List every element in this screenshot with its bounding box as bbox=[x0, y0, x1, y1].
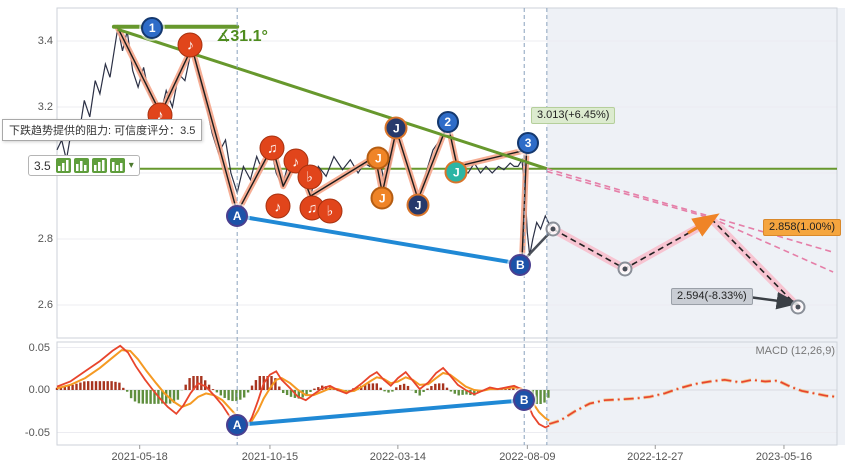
chevron-down-icon[interactable]: ▾ bbox=[128, 160, 134, 171]
macd-wave-marker-A[interactable]: A bbox=[226, 413, 249, 436]
resistance-tooltip: 下跌趋势提供的阻力: 可信度评分：3.5 bbox=[2, 119, 203, 141]
macd-dif-line bbox=[56, 344, 550, 431]
y-axis-label: 3.2 bbox=[37, 101, 53, 113]
wave-marker-3[interactable]: 3 bbox=[517, 132, 540, 155]
wave-marker-A[interactable]: A bbox=[226, 204, 249, 227]
projection-point[interactable] bbox=[545, 221, 561, 237]
note-marker-j[interactable]: J bbox=[444, 160, 468, 184]
price-line bbox=[56, 27, 554, 256]
macd-axis-label: -0.05 bbox=[24, 426, 50, 439]
macd-projection-line bbox=[548, 378, 838, 425]
wave-marker-1[interactable]: 1 bbox=[141, 16, 164, 39]
projection-point[interactable] bbox=[617, 261, 633, 277]
note-marker[interactable]: ♪ bbox=[177, 32, 203, 58]
note-marker-j[interactable]: J bbox=[366, 146, 390, 170]
macd-dea-line bbox=[56, 349, 550, 426]
wave-marker-2[interactable]: 2 bbox=[436, 110, 459, 133]
note-marker-j[interactable]: J bbox=[370, 186, 394, 210]
trendline-angle-label: ∡31.1° bbox=[216, 28, 268, 45]
note-marker-j[interactable]: J bbox=[384, 116, 408, 140]
x-axis-label: 2022-08-09 bbox=[499, 451, 556, 463]
macd-indicator-label: MACD (12,26,9) bbox=[755, 345, 835, 357]
y-axis-label: 2.6 bbox=[37, 299, 53, 311]
x-axis-label: 2022-12-27 bbox=[627, 451, 684, 463]
wave-pattern-line[interactable] bbox=[117, 27, 528, 263]
confidence-score-value: 3.5 bbox=[34, 158, 51, 173]
projection-path bbox=[552, 218, 799, 308]
price-target-label-low: 2.594(-8.33%) bbox=[671, 288, 753, 305]
ab-trendline[interactable] bbox=[235, 213, 523, 266]
trend-pattern-icon[interactable] bbox=[55, 158, 71, 173]
wave-marker-B[interactable]: B bbox=[509, 254, 532, 277]
x-axis-label: 2021-05-18 bbox=[111, 451, 168, 463]
note-marker[interactable]: ♫ bbox=[259, 135, 285, 161]
orange-arrow bbox=[687, 213, 720, 237]
macd-axis-label: 0.05 bbox=[28, 341, 50, 354]
x-axis-label: 2022-03-14 bbox=[369, 451, 426, 463]
note-marker[interactable]: ♪ bbox=[265, 193, 291, 219]
x-axis-label: 2023-05-16 bbox=[755, 451, 813, 463]
note-marker[interactable]: ♭ bbox=[317, 198, 343, 224]
price-target-label-resistance: 3.013(+6.45%) bbox=[531, 107, 616, 124]
macd-wave-marker-B[interactable]: B bbox=[513, 389, 536, 412]
confidence-score-widget[interactable]: 3.5 ▾ bbox=[28, 155, 140, 176]
trend-pattern-icon[interactable] bbox=[73, 158, 89, 173]
projection-point[interactable] bbox=[790, 299, 806, 315]
trend-pattern-icon[interactable] bbox=[91, 158, 107, 173]
price-target-label-mid: 2.858(1.00%) bbox=[763, 219, 842, 236]
dark-arrow bbox=[749, 292, 800, 310]
macd-axis-label: 0.00 bbox=[28, 384, 50, 396]
y-axis-label: 3.4 bbox=[37, 35, 53, 47]
x-axis-label: 2021-10-15 bbox=[241, 451, 299, 463]
macd-ab-trendline[interactable] bbox=[235, 398, 527, 427]
y-axis-label: 2.8 bbox=[37, 233, 53, 245]
note-marker[interactable]: ♭ bbox=[297, 164, 323, 190]
note-marker-j[interactable]: J bbox=[406, 193, 430, 217]
trend-pattern-icon[interactable] bbox=[109, 158, 125, 173]
